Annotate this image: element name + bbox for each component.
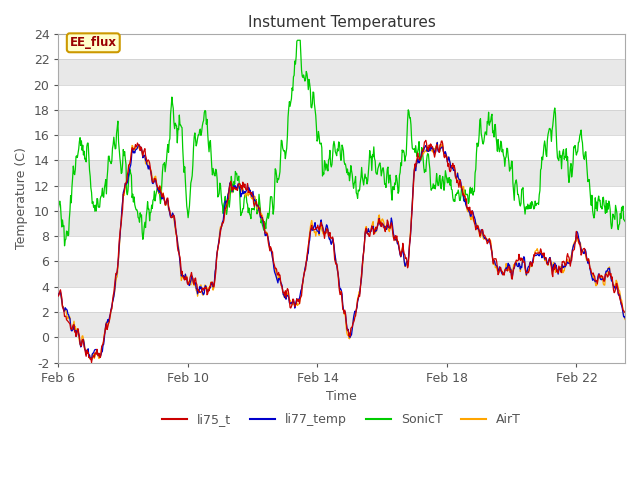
Bar (58, 312, 625, 337)
Bar (58, 186, 625, 211)
Bar (58, 160, 625, 186)
Legend: li75_t, li77_temp, SonicT, AirT: li75_t, li77_temp, SonicT, AirT (157, 408, 526, 432)
Bar (58, 34, 625, 59)
X-axis label: Time: Time (326, 390, 357, 403)
Y-axis label: Temperature (C): Temperature (C) (15, 147, 28, 249)
Bar (58, 84, 625, 110)
Bar (58, 59, 625, 84)
Bar (58, 236, 625, 262)
Bar (58, 110, 625, 135)
Bar (58, 211, 625, 236)
Text: EE_flux: EE_flux (70, 36, 116, 49)
Bar (58, 135, 625, 160)
Bar (58, 337, 625, 362)
Bar (58, 287, 625, 312)
Title: Instument Temperatures: Instument Temperatures (248, 15, 436, 30)
Bar (58, 262, 625, 287)
